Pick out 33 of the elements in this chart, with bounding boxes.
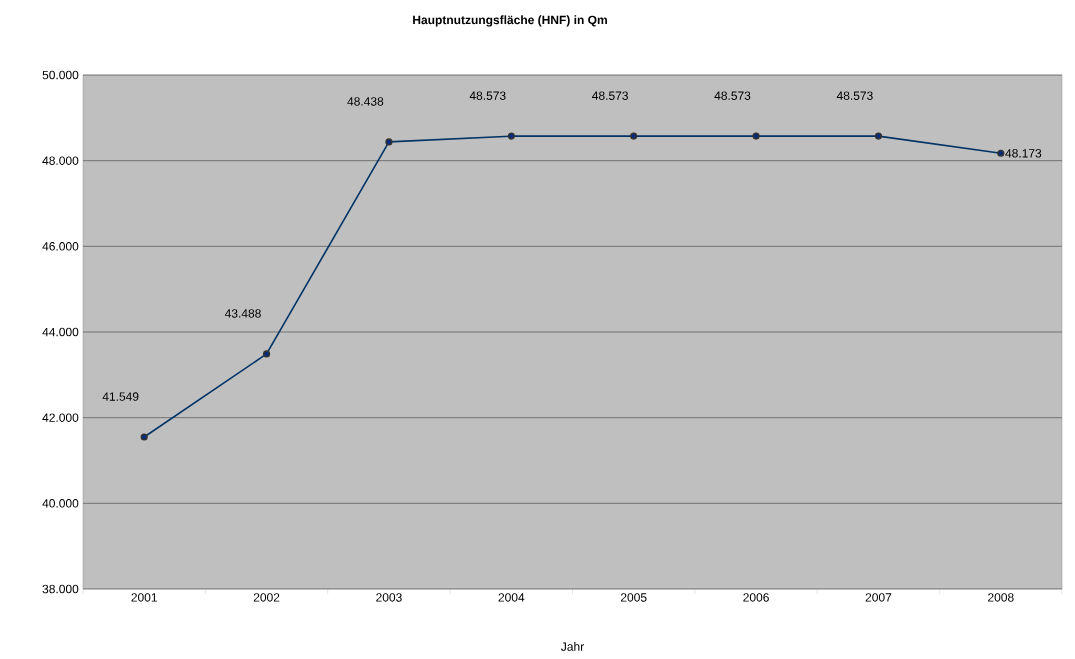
y-tick-label: 38.000 bbox=[42, 584, 79, 594]
y-tick-label: 50.000 bbox=[42, 70, 79, 80]
x-tick-label: 2004 bbox=[498, 593, 525, 602]
chart-title: Hauptnutzungsfläche (HNF) in Qm bbox=[413, 15, 607, 27]
data-label: 48.573 bbox=[469, 91, 506, 100]
data-label: 48.573 bbox=[836, 91, 873, 100]
point bbox=[630, 132, 638, 140]
point bbox=[752, 132, 760, 140]
data-label: 48.573 bbox=[714, 91, 751, 100]
point bbox=[997, 149, 1005, 157]
y-tick-label: 40.000 bbox=[42, 499, 79, 508]
y-tick-label: 48.000 bbox=[42, 156, 79, 165]
point bbox=[385, 138, 393, 146]
y-tick-label: 44.000 bbox=[42, 327, 79, 337]
x-tick-label: 2006 bbox=[743, 593, 769, 602]
x-tick-label: 2001 bbox=[131, 593, 157, 602]
x-axis-title: Jahr bbox=[561, 642, 584, 651]
y-tick-label: 46.000 bbox=[42, 242, 79, 251]
x-tick-label: 2007 bbox=[865, 593, 892, 602]
point bbox=[262, 350, 271, 358]
point bbox=[507, 132, 515, 140]
y-tick-label: 42.000 bbox=[42, 413, 79, 422]
data-label: 48.573 bbox=[592, 91, 628, 100]
x-tick-label: 2008 bbox=[988, 593, 1014, 602]
data-label: 41.549 bbox=[102, 392, 139, 401]
point bbox=[140, 433, 148, 441]
data-label: 48.173 bbox=[1005, 149, 1042, 158]
data-label: 48.438 bbox=[347, 97, 384, 106]
x-tick-label: 2005 bbox=[620, 593, 647, 602]
x-tick-label: 2003 bbox=[376, 593, 402, 602]
point bbox=[874, 132, 883, 140]
x-tick-label: 2002 bbox=[253, 593, 280, 602]
data-label: 43.488 bbox=[224, 309, 261, 318]
